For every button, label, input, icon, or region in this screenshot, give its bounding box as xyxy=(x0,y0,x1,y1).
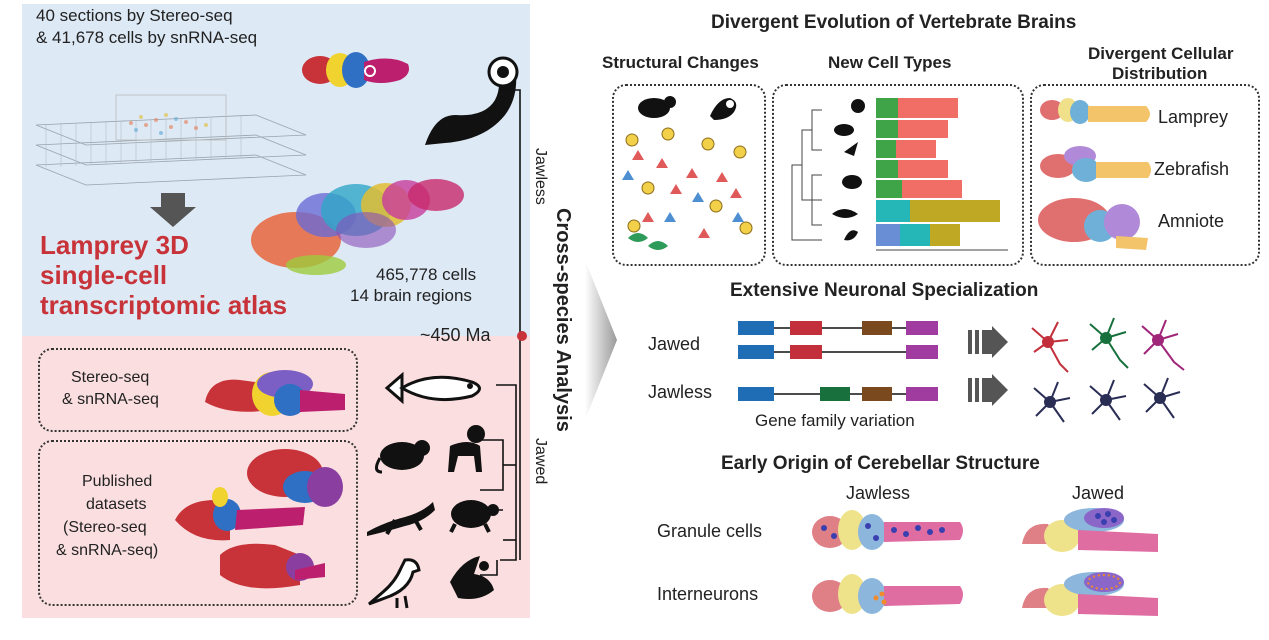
new-cell-types-title: New Cell Types xyxy=(828,53,952,72)
atlas-title-line-1: Lamprey 3D xyxy=(40,230,189,260)
interneurons-label: Interneurons xyxy=(657,584,759,604)
divergent-distribution-title-2: Distribution xyxy=(1112,64,1208,83)
monkey-icon xyxy=(448,425,485,472)
mouse-icon xyxy=(375,440,430,474)
divergent-distribution-box xyxy=(1030,84,1260,266)
jawless-branch-label: Jawless xyxy=(532,148,549,205)
turtle-icon xyxy=(449,500,499,533)
published-brains-icon xyxy=(175,449,343,589)
gene-family-diagram xyxy=(738,321,938,401)
cell-type-composition-chart xyxy=(791,98,1008,251)
species-lamprey: Lamprey xyxy=(1158,107,1229,127)
region-count: 14 brain regions xyxy=(350,286,472,305)
divergence-time: ~450 Ma xyxy=(420,325,491,345)
lizard-icon xyxy=(367,502,435,536)
published-datasets-box xyxy=(38,440,358,606)
jawless-interneuron-brain xyxy=(812,574,963,614)
box2-line-2: datasets xyxy=(86,496,147,513)
arrow-icons xyxy=(968,326,1008,406)
box1-line-2: & snRNA-seq xyxy=(62,391,159,408)
species-amniote: Amniote xyxy=(1158,211,1225,231)
cross-species-arrow xyxy=(585,260,617,420)
jawless-label: Jawless xyxy=(648,382,713,402)
stereo-seq-sections-illustration xyxy=(35,94,307,186)
jawed-interneuron-brain xyxy=(1022,572,1158,616)
atlas-title-line-2: single-cell xyxy=(40,260,168,290)
column-jawed: Jawed xyxy=(1072,483,1125,503)
jawed-label: Jawed xyxy=(648,334,701,354)
cell-count: 465,778 cells xyxy=(376,265,477,284)
atlas-title-line-3: transcriptomic atlas xyxy=(40,290,288,320)
neuron-icons xyxy=(1031,317,1185,423)
box2-line-4: & snRNA-seq) xyxy=(56,542,159,559)
stereo-seq-box xyxy=(38,348,358,432)
structural-changes-title: Structural Changes xyxy=(602,53,759,72)
cerebellar-title: Early Origin of Cerebellar Structure xyxy=(721,453,1040,474)
cross-species-label: Cross-species Analysis xyxy=(552,208,574,432)
lamprey-brain-icon xyxy=(302,52,409,88)
jawed-granule-brain xyxy=(1022,508,1158,552)
gene-family-label: Gene family variation xyxy=(755,411,915,430)
bird-icon xyxy=(368,558,421,609)
fish-icon xyxy=(384,371,481,405)
zebrafish-brain-icon xyxy=(205,370,345,416)
intro-line-2: & 41,678 cells by snRNA-seq xyxy=(36,28,258,47)
jawless-granule-brain xyxy=(812,510,963,550)
new-cell-types-box xyxy=(772,84,1024,266)
box1-line-1: Stereo-seq xyxy=(71,369,150,386)
structural-changes-box xyxy=(612,84,766,266)
species-brain-illustrations xyxy=(1038,98,1151,250)
box2-line-3: (Stereo-seq xyxy=(63,519,147,536)
granule-cells-label: Granule cells xyxy=(657,521,763,541)
intro-line-1: 40 sections by Stereo-seq xyxy=(36,6,233,25)
neuronal-specialization-title: Extensive Neuronal Specialization xyxy=(730,280,1039,301)
box2-line-1: Published xyxy=(82,473,153,490)
phylogeny-lines xyxy=(480,89,527,576)
pigeon-icon xyxy=(450,556,494,599)
3d-atlas-cloud xyxy=(251,179,464,275)
jawed-branch-label: Jawed xyxy=(532,438,549,485)
divergent-distribution-title-1: Divergent Cellular xyxy=(1088,44,1234,63)
lamprey-icon xyxy=(425,56,519,145)
species-zebrafish: Zebrafish xyxy=(1154,159,1230,179)
main-title: Divergent Evolution of Vertebrate Brains xyxy=(711,12,1077,33)
column-jawless: Jawless xyxy=(846,483,911,503)
structural-illustration xyxy=(622,96,753,250)
lamprey-atlas-panel xyxy=(22,4,530,336)
down-arrow-icon xyxy=(150,193,196,227)
